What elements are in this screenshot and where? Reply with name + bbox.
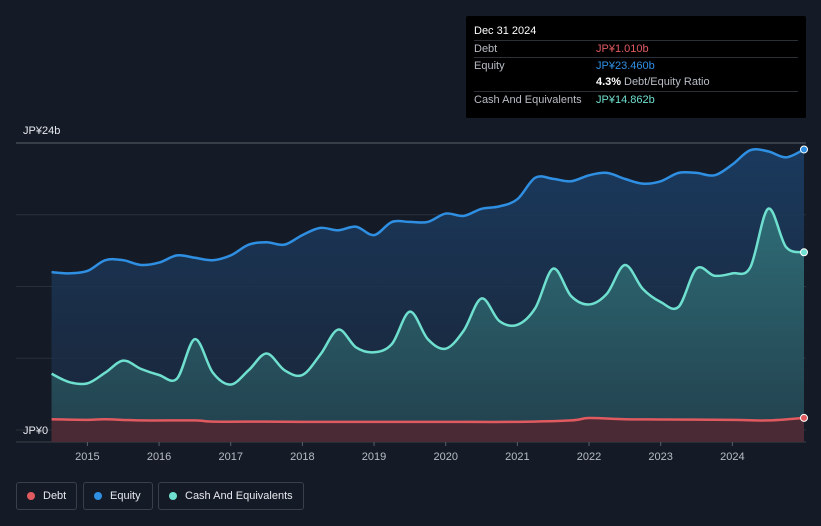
- cash-dot-icon: [169, 492, 177, 500]
- end-markers: [800, 145, 808, 422]
- equity-dot-icon: [94, 492, 102, 500]
- series-areas: [51, 149, 804, 443]
- tooltip-ratio-label: Debt/Equity Ratio: [624, 76, 710, 88]
- x-tick-label: 2015: [75, 451, 100, 463]
- series-lines: [51, 148, 805, 424]
- debt-line: [51, 416, 805, 424]
- tooltip-equity-label: Equity: [474, 60, 505, 72]
- x-tick-label: 2017: [218, 451, 243, 463]
- tooltip-row-ratio: 4.3% Debt/Equity Ratio: [474, 74, 798, 91]
- x-tick-label: 2018: [290, 451, 315, 463]
- legend-item-equity[interactable]: Equity: [83, 482, 153, 510]
- tooltip-cash-value: JP¥14.862b: [596, 94, 655, 106]
- x-tick-label: 2023: [648, 451, 673, 463]
- tooltip-panel: Dec 31 2024 Debt JP¥1.010b Equity JP¥23.…: [466, 16, 806, 118]
- tooltip-row-cash: Cash And Equivalents JP¥14.862b: [474, 91, 798, 109]
- legend-debt-label: Debt: [43, 490, 67, 502]
- legend-item-cash[interactable]: Cash And Equivalents: [158, 482, 304, 510]
- cash-and-equivalents-area: [51, 208, 804, 442]
- x-tick-label: 2019: [361, 451, 387, 463]
- equity-line: [51, 148, 805, 275]
- x-tick-label: 2016: [146, 451, 172, 463]
- tooltip-row-equity: Equity JP¥23.460b: [474, 57, 798, 75]
- debt-area: [51, 417, 804, 442]
- tooltip-row-debt: Debt JP¥1.010b: [474, 40, 798, 58]
- cash-and-equivalents-line: [51, 207, 805, 386]
- x-tick-label: 2024: [720, 451, 745, 463]
- y-axis-top-label: JP¥24b: [23, 125, 61, 137]
- tooltip-debt-value: JP¥1.010b: [596, 43, 649, 55]
- tooltip-equity-value: JP¥23.460b: [596, 60, 655, 72]
- debt-end-marker: [800, 413, 808, 422]
- legend-cash-label: Cash And Equivalents: [185, 490, 293, 502]
- equity-end-marker: [800, 145, 808, 154]
- cash-and-equivalents-end-marker: [800, 248, 808, 257]
- x-tick-label: 2020: [433, 451, 458, 463]
- x-tick-label: 2021: [505, 451, 530, 463]
- y-axis-bottom-label: JP¥0: [23, 425, 49, 437]
- tooltip-ratio-value: 4.3%: [596, 76, 622, 88]
- x-tick-label: 2022: [576, 451, 602, 463]
- legend-equity-label: Equity: [110, 490, 141, 502]
- tooltip-date: Dec 31 2024: [474, 25, 537, 37]
- tooltip-cash-label: Cash And Equivalents: [474, 94, 582, 106]
- tooltip-debt-label: Debt: [474, 43, 498, 55]
- legend-item-debt[interactable]: Debt: [16, 482, 77, 510]
- debt-dot-icon: [27, 492, 35, 500]
